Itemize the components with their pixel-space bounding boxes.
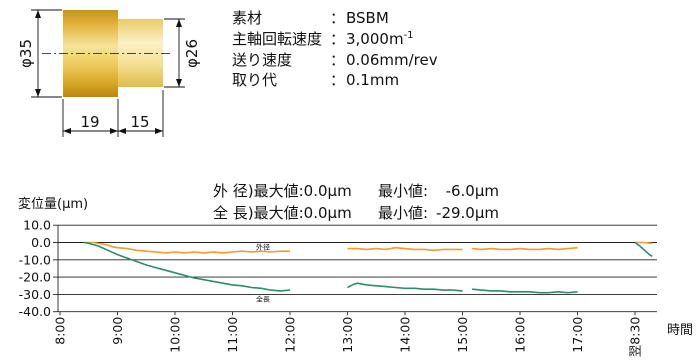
outer-diameter-line-segment: [347, 246, 463, 252]
spec-separator: ：: [330, 51, 345, 69]
stats-min-label: 最小値:: [378, 204, 428, 222]
x-tick-label: 15:00: [455, 317, 470, 353]
total-length-line-segment: [634, 241, 653, 257]
chart: 変位量(μm) 外 径)最大値:0.0μm 最小値: -6.0μm 全 長)最大…: [18, 182, 693, 357]
total-length-line-segment: [347, 282, 463, 292]
stats-min-label: 最小値:: [378, 182, 428, 200]
series-label-outer-diameter: 外径: [256, 243, 270, 252]
spec-table: 素材 ： BSBM 主軸回転速度 ： 3,000m-1 送り速度 ： 0.06m…: [232, 9, 438, 89]
x-tick-label: 16:00: [513, 317, 528, 353]
stats-item: 外 径): [213, 182, 254, 200]
x-tick-label: 11:00: [225, 317, 240, 353]
stats-item: 全 長): [213, 204, 254, 222]
total-length-line-segment: [472, 288, 578, 294]
stats-min-value: -29.0μm: [436, 204, 499, 222]
dimension-large-diameter: φ35: [17, 39, 35, 68]
dimension-large-length: 19: [80, 113, 99, 131]
y-tick-label: -20.0: [19, 270, 51, 285]
outer-diameter-line-segment: [472, 246, 578, 251]
spec-label: 取り代: [232, 71, 277, 89]
stats-min-value: -6.0μm: [446, 182, 499, 200]
spec-value-superscript: -1: [404, 30, 414, 41]
spec-label: 素材: [232, 9, 262, 27]
spec-label: 送り速度: [232, 51, 292, 69]
outer-diameter-line-segment: [635, 241, 653, 245]
stats-max: 最大値:0.0μm: [254, 182, 352, 200]
x-tick-label: 14:00: [398, 317, 413, 353]
spec-row-material: 素材 ： BSBM: [232, 9, 389, 27]
outer-diameter-line-segment: [84, 241, 290, 254]
y-tick-label: -10.0: [19, 252, 51, 267]
spec-row-spindle-speed: 主軸回転速度 ： 3,000m-1: [232, 30, 414, 48]
spec-value-main: 3,000m: [346, 30, 404, 48]
spec-value: 3,000m-1: [346, 30, 414, 48]
dimension-small-length: 15: [130, 113, 149, 131]
stats-line-total-length: 全 長)最大値:0.0μm 最小値: -29.0μm: [213, 204, 499, 222]
spec-row-feed-rate: 送り速度 ： 0.06mm/rev: [232, 51, 438, 69]
stats-max: 最大値:0.0μm: [254, 204, 352, 222]
total-length-line-segment: [83, 241, 291, 292]
spec-value: 0.06mm/rev: [346, 51, 438, 69]
y-tick-label: 10.0: [23, 218, 51, 233]
plot-area: 10.0 0.0 -10.0 -20.0 -30.0 -40.08:00 9:00 10:00…: [19, 218, 657, 358]
x-tick-label: 8:00: [53, 317, 68, 345]
x-tick-label: 17:00: [570, 317, 585, 353]
spec-value: 0.1mm: [346, 71, 399, 89]
x-tick-label: 翌8:30: [628, 317, 643, 358]
stats-summary: 外 径)最大値:0.0μm: [213, 182, 352, 200]
stats-summary: 全 長)最大値:0.0μm: [213, 204, 352, 222]
y-axis-title: 変位量(μm): [18, 196, 88, 212]
part-drawing: φ35 φ26 19 15: [17, 9, 201, 137]
small-cylinder: [118, 19, 163, 87]
spec-separator: ：: [330, 30, 345, 48]
spec-separator: ：: [330, 71, 345, 89]
spec-separator: ：: [330, 9, 345, 27]
dimension-small-diameter: φ26: [183, 39, 201, 68]
spec-row-stock-removal: 取り代 ： 0.1mm: [232, 71, 399, 89]
x-tick-label: 9:00: [110, 317, 125, 345]
spec-label: 主軸回転速度: [232, 30, 322, 48]
spec-value: BSBM: [346, 9, 389, 27]
y-tick-label: -30.0: [19, 287, 51, 302]
y-tick-label: 0.0: [31, 235, 51, 250]
series-label-total-length: 全長: [256, 295, 270, 304]
x-tick-label: 12:00: [283, 317, 298, 353]
y-tick-label: -40.0: [19, 304, 51, 319]
stats-line-outer-diameter: 外 径)最大値:0.0μm 最小値: -6.0μm: [213, 182, 499, 200]
x-tick-label: 10:00: [168, 317, 183, 353]
x-tick-label: 13:00: [340, 317, 355, 353]
x-axis-title: 時間: [667, 323, 693, 338]
